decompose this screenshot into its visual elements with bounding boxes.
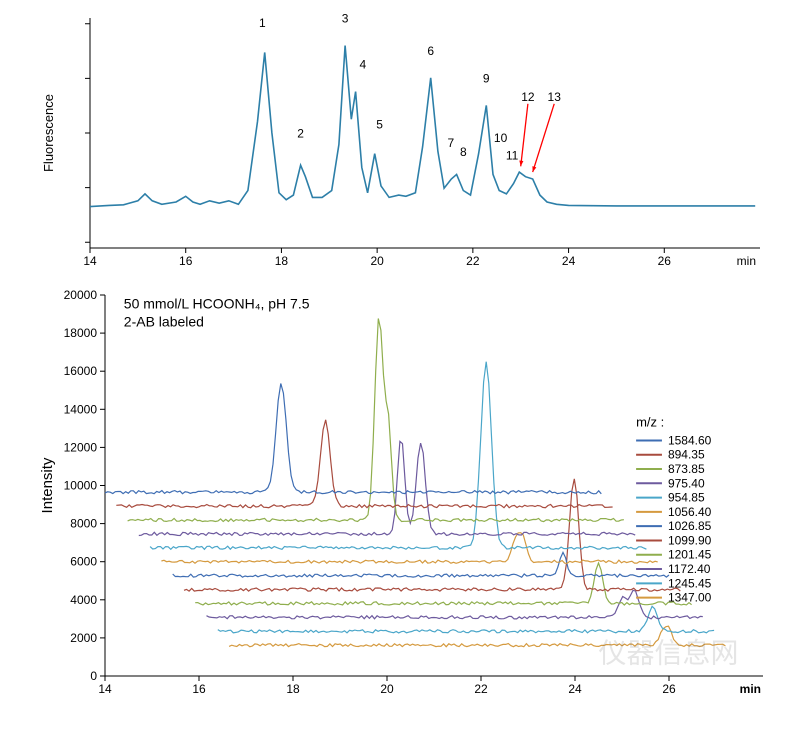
svg-text:954.85: 954.85 [668,491,705,505]
svg-text:5: 5 [376,117,383,131]
svg-text:18000: 18000 [64,326,98,340]
svg-text:1172.40: 1172.40 [668,562,711,576]
svg-text:16000: 16000 [64,364,98,378]
svg-text:m/z :: m/z : [636,414,664,429]
svg-text:1347.00: 1347.00 [668,591,712,605]
svg-text:10000: 10000 [64,479,98,493]
svg-text:14000: 14000 [64,402,98,416]
svg-text:22: 22 [466,254,480,268]
svg-text:20: 20 [370,254,384,268]
fluorescence-chromatogram: 14161820222426minFluorescence12345678910… [35,8,775,278]
svg-text:16: 16 [192,682,206,696]
ms-intensity-waterfall: 14 16 18 20 22 24 26 min 0 2000 4000 6000 8000 10000 1… [35,283,775,708]
svg-text:975.40: 975.40 [668,476,705,490]
svg-text:16: 16 [179,254,193,268]
svg-text:仪器信息网: 仪器信息网 [599,638,739,669]
svg-text:1099.90: 1099.90 [668,533,712,547]
svg-text:12000: 12000 [64,440,98,454]
svg-text:894.35: 894.35 [668,448,705,462]
svg-text:24: 24 [568,682,582,696]
svg-text:18: 18 [275,254,289,268]
svg-text:1056.40: 1056.40 [668,505,712,519]
svg-text:4: 4 [359,58,366,72]
svg-text:6000: 6000 [70,555,97,569]
svg-text:8: 8 [460,145,467,159]
svg-text:20: 20 [380,682,394,696]
svg-text:24: 24 [562,254,576,268]
svg-text:min: min [737,254,756,268]
svg-text:26: 26 [662,682,676,696]
svg-text:2: 2 [297,127,304,141]
svg-text:873.85: 873.85 [668,462,705,476]
svg-text:14: 14 [98,682,112,696]
svg-text:10: 10 [494,131,508,145]
svg-text:13: 13 [548,90,562,104]
svg-text:2000: 2000 [70,631,97,645]
svg-text:Intensity: Intensity [39,457,56,513]
svg-text:1245.45: 1245.45 [668,576,712,590]
svg-text:1026.85: 1026.85 [668,519,712,533]
svg-text:1: 1 [259,16,266,30]
svg-text:3: 3 [342,12,349,26]
svg-text:9: 9 [483,71,490,85]
svg-text:8000: 8000 [70,517,97,531]
svg-text:14: 14 [83,254,97,268]
svg-text:22: 22 [474,682,488,696]
svg-text:6: 6 [427,44,434,58]
svg-text:min: min [740,682,761,696]
svg-text:2-AB labeled: 2-AB labeled [124,313,204,329]
svg-text:7: 7 [447,136,454,150]
svg-text:50 mmol/L HCOONH₄, pH 7.5: 50 mmol/L HCOONH₄, pH 7.5 [124,295,310,311]
svg-text:1201.45: 1201.45 [668,548,712,562]
svg-text:12: 12 [521,90,535,104]
svg-text:Fluorescence: Fluorescence [41,94,56,172]
svg-text:26: 26 [658,254,672,268]
svg-text:18: 18 [286,682,300,696]
svg-text:0: 0 [90,669,97,683]
svg-text:1584.60: 1584.60 [668,433,712,447]
svg-text:4000: 4000 [70,593,97,607]
svg-text:11: 11 [506,148,519,162]
svg-text:20000: 20000 [64,288,98,302]
